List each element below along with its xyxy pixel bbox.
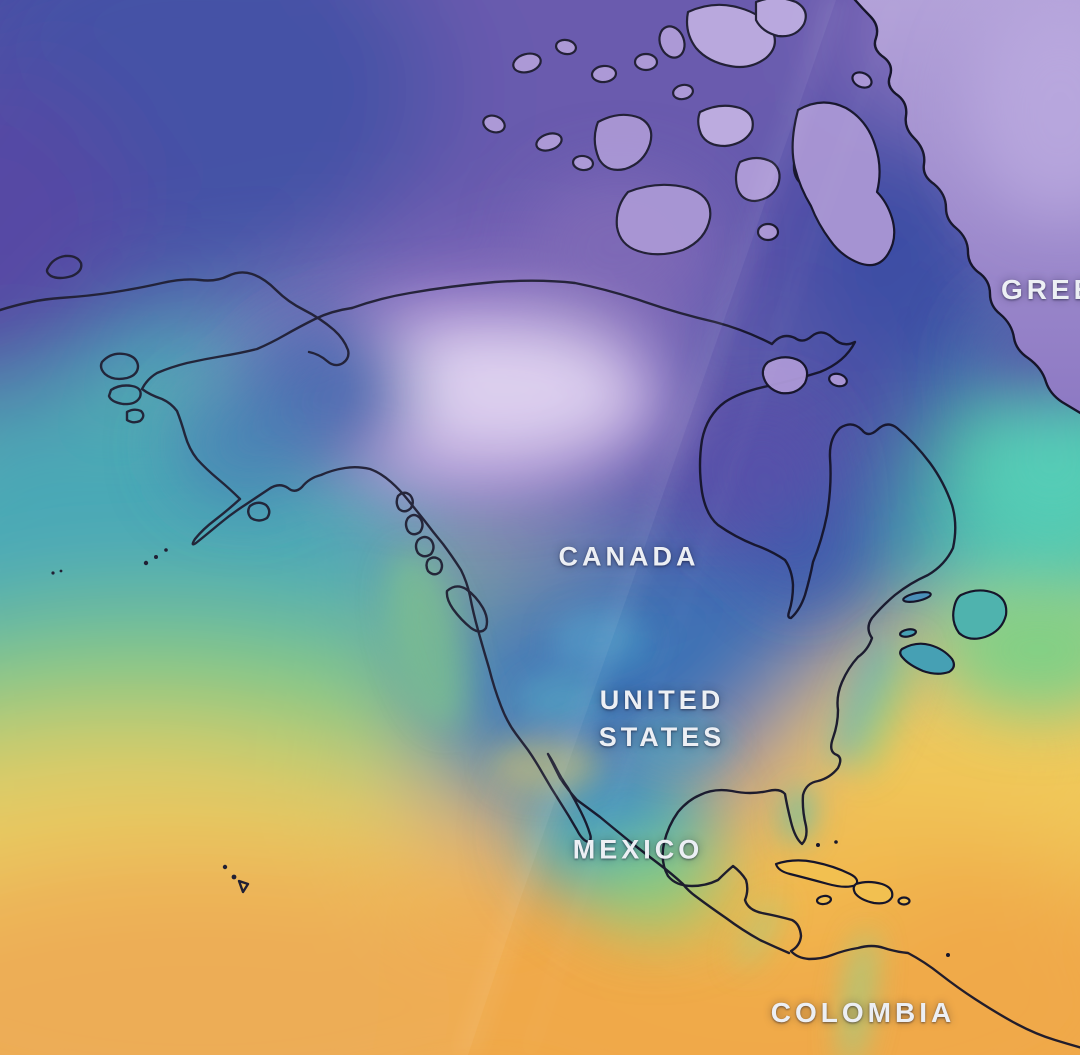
island-hispaniola (852, 880, 894, 905)
island-arctic-e (535, 132, 563, 152)
island-vancouver (445, 585, 489, 633)
island-hawaii-big (237, 879, 250, 894)
island-arctic-d (482, 114, 506, 134)
island-arctic-f (571, 154, 595, 172)
terminator-overlay (455, 0, 901, 1055)
island-arctic-c (590, 64, 618, 84)
island-devon (697, 104, 754, 148)
island-kodiak (247, 501, 271, 522)
coastline-chukotka (0, 271, 350, 367)
island-st-lawrence (99, 352, 145, 424)
island-arctic-a (512, 52, 542, 74)
island-arctic-h (672, 83, 694, 101)
small-island-dots (51, 548, 950, 957)
island-ellesmere-north (754, 0, 807, 38)
island-arctic-b (554, 38, 578, 56)
island-ellesmere (685, 3, 777, 69)
island-pei (898, 628, 918, 638)
island-axel-heiberg (658, 25, 686, 59)
island-arctic-g (633, 52, 659, 72)
island-coats (828, 372, 848, 388)
island-baffin (791, 101, 896, 267)
island-puerto-rico (897, 896, 911, 906)
islands-alaska-panhandle (395, 491, 444, 576)
island-banks (593, 113, 653, 171)
island-anticosti (902, 591, 932, 603)
island-newfoundland (952, 589, 1008, 640)
island-wrangel (45, 254, 83, 280)
island-victoria (615, 183, 712, 256)
island-nova-scotia (899, 642, 956, 675)
island-jamaica (815, 894, 833, 906)
